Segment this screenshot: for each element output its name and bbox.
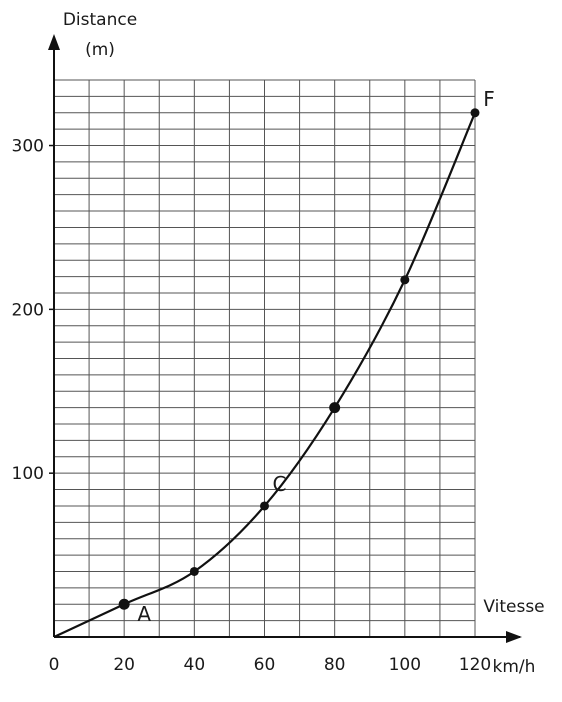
data-point <box>400 275 410 285</box>
point-label-f: F <box>483 87 495 111</box>
y-axis-label: Distance <box>63 10 137 30</box>
data-point <box>470 108 480 118</box>
y-tick-label: 100 <box>12 464 44 484</box>
y-tick-label: 200 <box>12 300 44 320</box>
series-line <box>53 112 477 638</box>
x-tick-label: 20 <box>113 655 135 675</box>
data-point <box>329 402 341 414</box>
tick-labels: 0 20 40 60 80 100 120 100 200 300 <box>12 137 492 675</box>
x-tick-label: 80 <box>324 655 346 675</box>
x-axis-arrow <box>506 631 522 643</box>
x-tick-label: 40 <box>184 655 206 675</box>
y-axis-unit: (m) <box>85 40 115 60</box>
x-tick-label: 0 <box>49 655 60 675</box>
y-axis-arrow <box>48 34 60 50</box>
annotations: A C F <box>137 87 494 626</box>
data-point <box>189 566 199 576</box>
x-tick-label: 60 <box>254 655 276 675</box>
x-tick-label: 120 <box>459 655 491 675</box>
x-axis-unit: km/h <box>493 657 536 677</box>
x-tick-label: 100 <box>389 655 421 675</box>
y-tick-label: 300 <box>12 137 44 157</box>
series <box>53 108 480 638</box>
point-label-a: A <box>137 602 151 626</box>
data-point <box>260 501 269 511</box>
point-label-c: C <box>273 472 287 496</box>
x-axis-label: Vitesse <box>483 597 544 617</box>
data-point <box>118 598 130 610</box>
axes <box>48 34 522 643</box>
grid <box>53 79 476 638</box>
